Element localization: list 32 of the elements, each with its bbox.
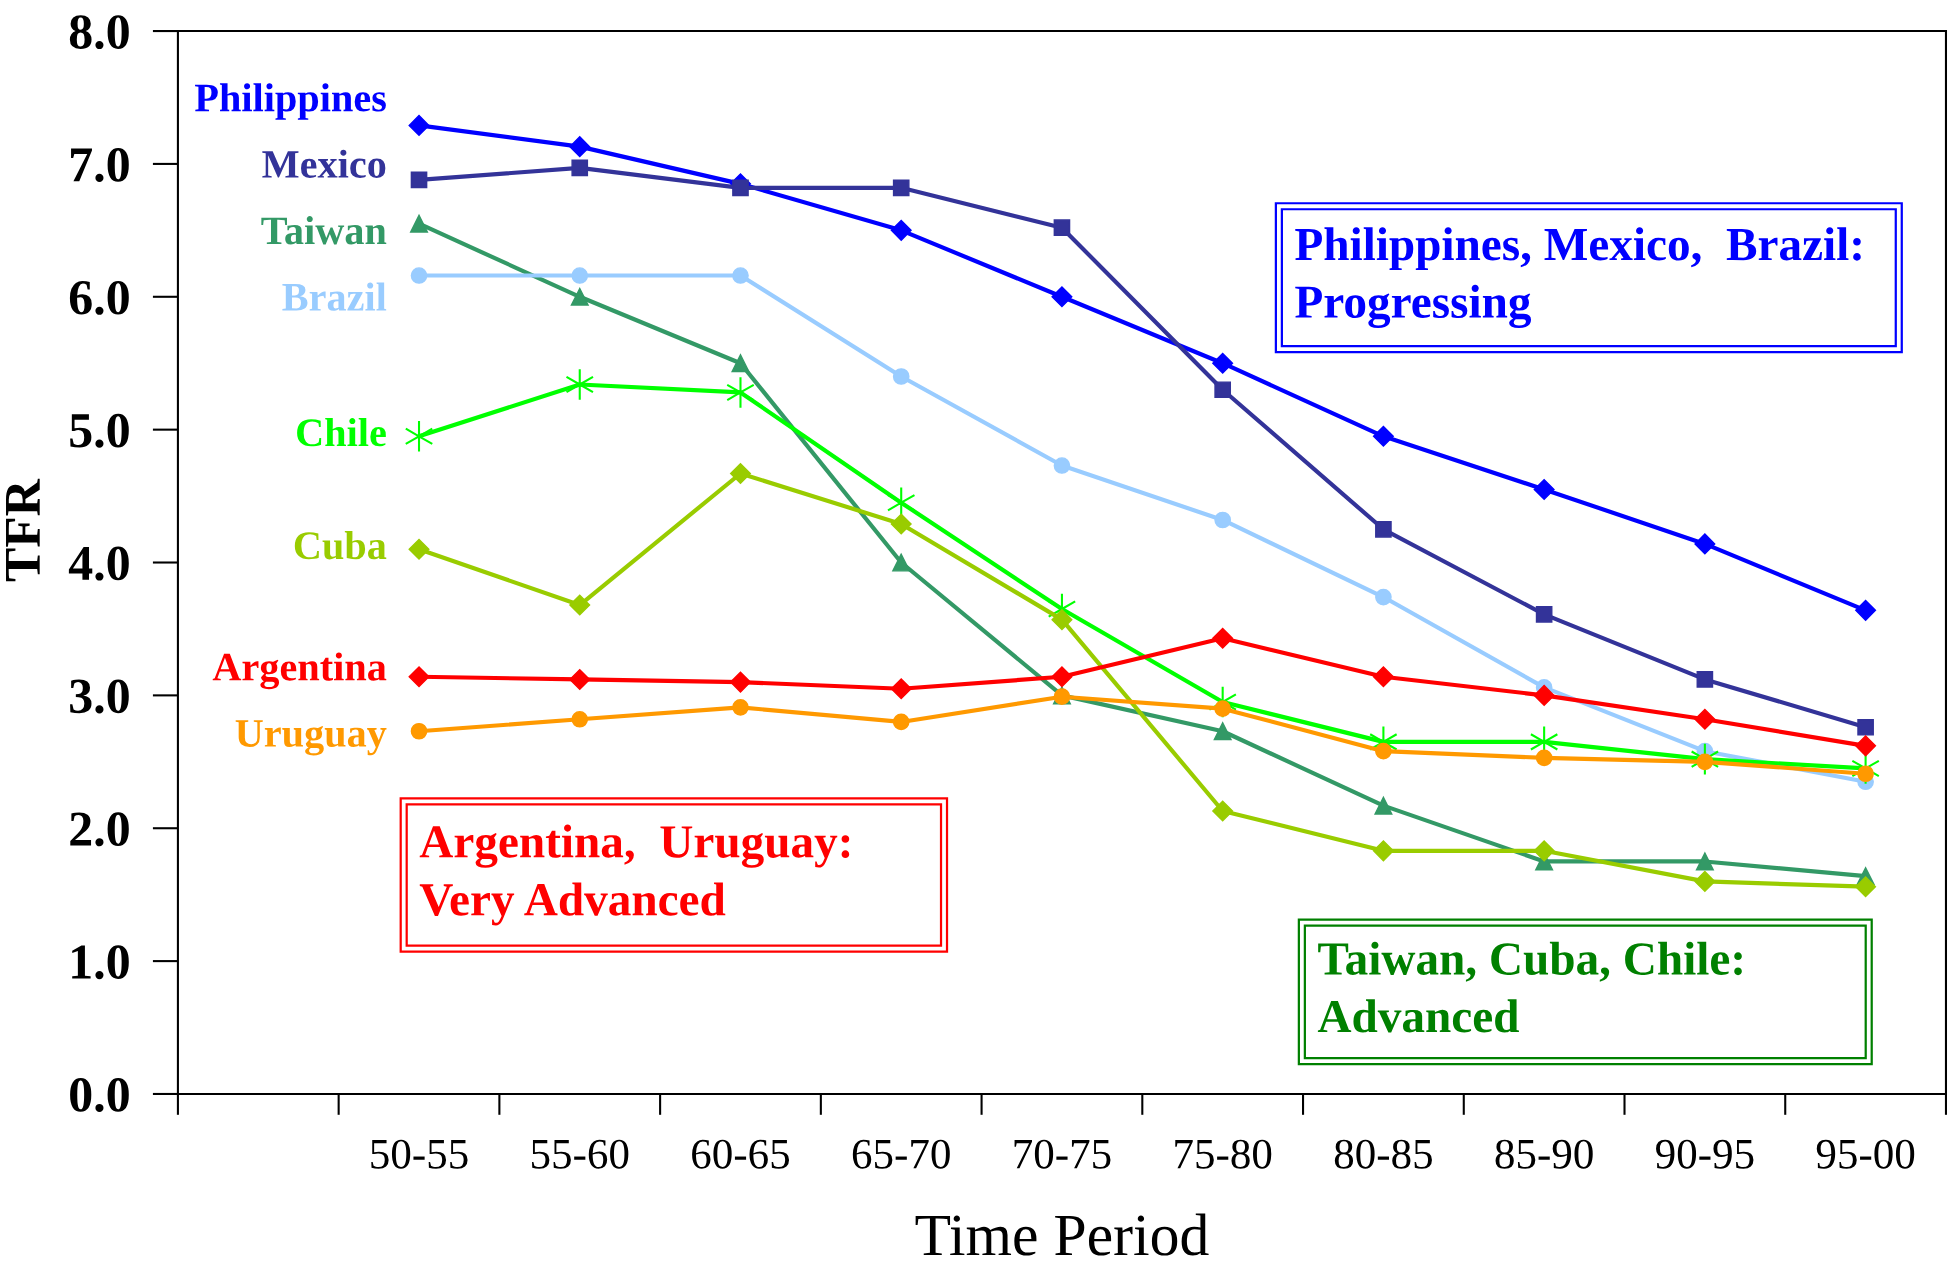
y-tick-label: 8.0 — [69, 15, 129, 50]
x-tick-label: 60-65 — [692, 1139, 790, 1169]
y-tick-label: 4.0 — [68, 546, 129, 581]
series-label: Cuba — [294, 530, 387, 560]
series-label: Taiwan — [261, 216, 387, 245]
x-tick-label: 50-55 — [371, 1139, 468, 1169]
annotation: Taiwan, Cuba, Chile: Advanced — [1317, 941, 1742, 1033]
annotation: Philippines, Mexico, Brazil: Progressing — [1295, 227, 1861, 329]
annotation: Argentina, Uruguay: Very Advanced — [419, 824, 850, 926]
y-axis-title: TFR — [6, 478, 40, 582]
y-tick-label: 1.0 — [72, 945, 129, 980]
x-tick-label: 55-60 — [532, 1139, 629, 1169]
series-label: Argentina — [212, 652, 387, 690]
y-tick-label: 2.0 — [70, 812, 129, 847]
series-label: Philippines — [195, 83, 386, 120]
x-tick-label: 75-80 — [1175, 1139, 1272, 1169]
x-tick-label: 95-00 — [1816, 1139, 1915, 1169]
y-tick-label: 6.0 — [69, 280, 129, 315]
y-tick-label: 0.0 — [70, 1078, 129, 1113]
x-tick-label: 90-95 — [1656, 1139, 1754, 1169]
x-tick-label: 65-70 — [852, 1139, 950, 1169]
x-axis-title: Time Period — [915, 1213, 1209, 1256]
series-label: Chile — [297, 418, 386, 447]
x-tick-label: 85-90 — [1495, 1139, 1593, 1169]
y-tick-label: 7.0 — [71, 148, 129, 182]
series-label: Uruguay — [235, 720, 387, 756]
y-tick-label: 3.0 — [70, 679, 129, 714]
series-label: Mexico — [262, 149, 386, 178]
x-tick-label: 70-75 — [1014, 1139, 1111, 1169]
series-label: Brazil — [282, 282, 387, 311]
y-tick-label: 5.0 — [70, 413, 129, 448]
x-tick-label: 80-85 — [1334, 1139, 1432, 1169]
